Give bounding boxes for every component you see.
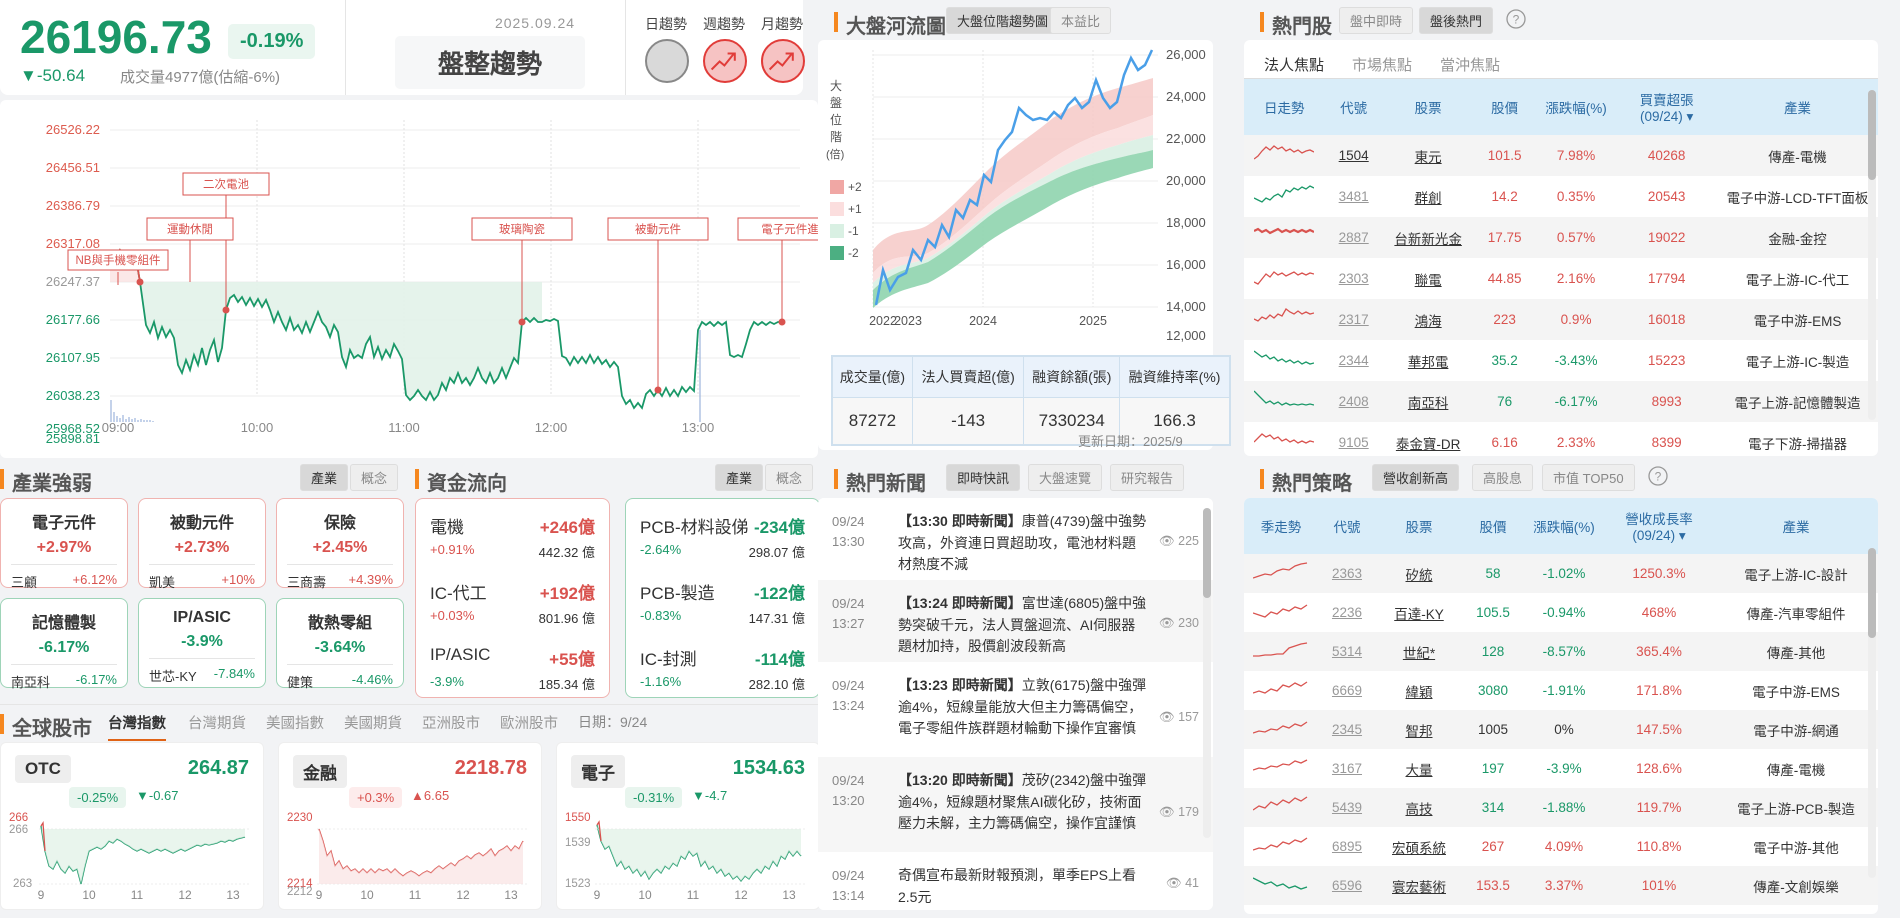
- svg-text:09:00: 09:00: [102, 420, 135, 435]
- svg-text:1539: 1539: [565, 837, 591, 849]
- svg-text:11: 11: [687, 888, 700, 901]
- svg-text:運動休閒: 運動休閒: [167, 222, 213, 236]
- svg-text:1550: 1550: [565, 812, 591, 824]
- svg-text:13: 13: [504, 888, 518, 901]
- svg-text:二次電池: 二次電池: [203, 177, 249, 191]
- svg-text:位: 位: [830, 112, 842, 127]
- svg-text:26038.23: 26038.23: [46, 388, 100, 403]
- svg-text:-2: -2: [848, 246, 859, 260]
- svg-text:25898.81: 25898.81: [46, 431, 100, 446]
- svg-text:2230: 2230: [287, 812, 313, 824]
- svg-text:20,000: 20,000: [1166, 173, 1206, 188]
- svg-text:大: 大: [830, 79, 842, 93]
- svg-text:12: 12: [178, 888, 192, 901]
- svg-text:2024: 2024: [969, 314, 997, 328]
- svg-text:11:00: 11:00: [388, 420, 420, 435]
- svg-text:?: ?: [1655, 470, 1662, 484]
- svg-text:22,000: 22,000: [1166, 131, 1206, 146]
- svg-text:2022: 2022: [869, 314, 897, 328]
- svg-text:18,000: 18,000: [1166, 215, 1206, 230]
- svg-text:12,000: 12,000: [1166, 328, 1206, 343]
- svg-text:NB與手機零組件: NB與手機零組件: [76, 253, 161, 267]
- svg-text:2212: 2212: [287, 886, 313, 898]
- svg-text:14,000: 14,000: [1166, 299, 1206, 314]
- svg-text:?: ?: [1513, 13, 1520, 27]
- svg-text:11: 11: [131, 888, 144, 901]
- svg-text:2025: 2025: [1079, 314, 1107, 328]
- svg-text:1523: 1523: [565, 878, 591, 890]
- svg-text:26526.22: 26526.22: [46, 122, 100, 137]
- svg-text:266: 266: [9, 824, 28, 836]
- svg-text:+1: +1: [848, 202, 862, 216]
- svg-text:-1: -1: [848, 224, 859, 238]
- svg-text:26456.51: 26456.51: [46, 160, 100, 175]
- svg-text:被動元件: 被動元件: [635, 222, 681, 236]
- svg-text:10: 10: [638, 888, 652, 901]
- svg-text:12: 12: [734, 888, 748, 901]
- svg-text:16,000: 16,000: [1166, 257, 1206, 272]
- svg-text:盤: 盤: [830, 96, 842, 110]
- svg-text:9: 9: [38, 888, 45, 901]
- svg-text:+2: +2: [848, 180, 862, 194]
- svg-text:26177.66: 26177.66: [46, 312, 100, 327]
- svg-text:24,000: 24,000: [1166, 89, 1206, 104]
- svg-text:9: 9: [594, 888, 601, 901]
- svg-text:11: 11: [409, 888, 422, 901]
- svg-text:9: 9: [316, 888, 323, 901]
- svg-text:2023: 2023: [894, 314, 922, 328]
- svg-text:263: 263: [13, 878, 32, 890]
- svg-text:26317.08: 26317.08: [46, 236, 100, 251]
- svg-text:26386.79: 26386.79: [46, 198, 100, 213]
- svg-text:10: 10: [360, 888, 374, 901]
- svg-text:階: 階: [830, 129, 842, 144]
- svg-text:26107.95: 26107.95: [46, 350, 100, 365]
- svg-text:12: 12: [456, 888, 470, 901]
- svg-text:10:00: 10:00: [241, 420, 274, 435]
- svg-text:10: 10: [82, 888, 96, 901]
- svg-text:電子元件進: 電子元件進: [761, 222, 818, 236]
- svg-text:26,000: 26,000: [1166, 47, 1206, 62]
- svg-text:26247.37: 26247.37: [46, 274, 100, 289]
- svg-text:玻璃陶瓷: 玻璃陶瓷: [499, 222, 545, 236]
- svg-text:266: 266: [9, 812, 28, 824]
- svg-text:12:00: 12:00: [535, 420, 568, 435]
- svg-text:13: 13: [782, 888, 796, 901]
- svg-text:13:00: 13:00: [682, 420, 715, 435]
- svg-text:(倍): (倍): [826, 147, 844, 161]
- svg-text:13: 13: [226, 888, 240, 901]
